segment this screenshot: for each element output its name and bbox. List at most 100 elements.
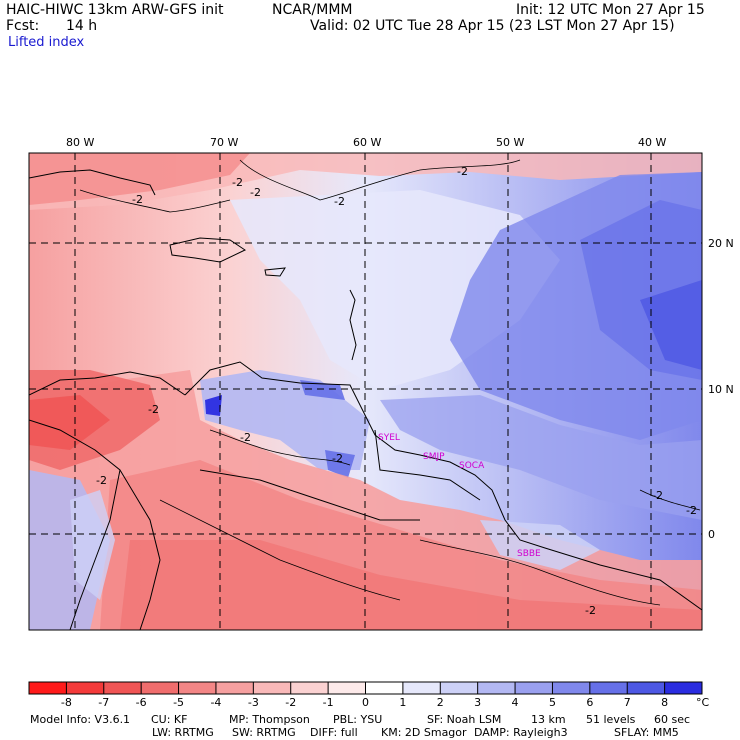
colorbar-tick-label: -8	[61, 696, 72, 709]
contour-label: -2	[652, 489, 663, 502]
contour-label: -2	[232, 176, 243, 189]
colorbar-swatch	[290, 682, 329, 694]
levels-info: 51 levels	[586, 713, 636, 726]
colorbar-tick-label: 7	[624, 696, 631, 709]
colorbar-swatch	[178, 682, 217, 694]
colorbar-swatch	[253, 682, 292, 694]
lon-label: 70 W	[210, 136, 238, 149]
colorbar-tick-label: 1	[399, 696, 406, 709]
lon-label: 60 W	[353, 136, 381, 149]
sf-info: SF: Noah LSM	[427, 713, 502, 726]
colorbar-tick-label: 0	[362, 696, 369, 709]
station-smjp: SMJP	[423, 452, 445, 462]
colorbar-swatch	[627, 682, 666, 694]
valid-time: Valid: 02 UTC Tue 28 Apr 15 (23 LST Mon …	[310, 18, 675, 34]
sw-info: SW: RRTMG	[232, 726, 296, 739]
contours	[79, 159, 701, 606]
lesser-antilles-arc	[349, 289, 357, 361]
colorbar-tick-label: 6	[586, 696, 593, 709]
colorbar-swatch	[440, 682, 479, 694]
contour-label: -2	[332, 452, 343, 465]
map-frame	[28, 152, 703, 631]
pacific-coast	[29, 419, 121, 630]
colorbar-unit: °C	[696, 696, 710, 709]
lon-label: 40 W	[638, 136, 666, 149]
colorbar-tick-label: 4	[512, 696, 519, 709]
lon-label: 80 W	[66, 136, 94, 149]
venezuela-brazil-border	[199, 469, 420, 521]
colorbar-swatch	[552, 682, 591, 694]
contour-label: -2	[686, 504, 697, 517]
lifted-index-field	[29, 153, 702, 630]
colorbar-tick-label: -3	[248, 696, 259, 709]
colorbar-tick-label: -5	[173, 696, 184, 709]
colorbar-swatch	[515, 682, 553, 694]
colorbar-tick-label: 5	[549, 696, 556, 709]
org-label: NCAR/MMM	[272, 2, 353, 18]
damp-info: DAMP: Rayleigh3	[474, 726, 568, 739]
station-markers: SYEL SMJP SOCA SBBE	[378, 433, 541, 559]
contour-line	[639, 489, 701, 511]
colorbar-swatch	[402, 682, 441, 694]
lat-label: 20 N	[708, 237, 734, 250]
colorbar-tick-label: -1	[323, 696, 334, 709]
colorbar-tick-label: -6	[136, 696, 147, 709]
colorbar-swatch	[328, 682, 366, 694]
contour-line	[209, 429, 351, 466]
colorbar-swatch	[29, 682, 67, 694]
diff-info: DIFF: full	[310, 726, 358, 739]
colorbar-swatch	[589, 682, 628, 694]
central-america-coast	[29, 371, 186, 396]
pbl-info: PBL: YSU	[333, 713, 383, 726]
colorbar-swatch	[215, 682, 254, 694]
colorbar-swatch	[365, 682, 404, 694]
init-time: Init: 12 UTC Mon 27 Apr 15	[516, 2, 705, 18]
fcst-label: Fcst:	[6, 18, 40, 34]
station-sbbe: SBBE	[517, 549, 541, 559]
station-soca: SOCA	[459, 461, 485, 471]
lat-label: 10 N	[708, 383, 734, 396]
contour-label: -2	[132, 193, 143, 206]
colorbar-swatch	[141, 682, 180, 694]
field-name: Lifted index	[8, 35, 85, 50]
lw-info: LW: RRTMG	[152, 726, 214, 739]
lat-lon-grid	[29, 153, 702, 630]
mp-info: MP: Thompson	[229, 713, 310, 726]
lat-label: 0	[708, 528, 715, 541]
km-info: KM: 2D Smagor	[381, 726, 467, 739]
contour-line	[419, 539, 661, 606]
colorbar-swatch	[103, 682, 142, 694]
cuba-coast	[29, 169, 156, 196]
contour-label: -2	[457, 165, 468, 178]
colorbar-tick-label: -7	[98, 696, 109, 709]
timestep-info: 60 sec	[654, 713, 691, 726]
colorbar-tick-label: 8	[661, 696, 668, 709]
fcst-value: 14 h	[66, 18, 98, 34]
hispaniola-coast	[169, 237, 247, 263]
colorbar-tick-label: -2	[285, 696, 296, 709]
model-info: Model Info: V3.6.1	[30, 713, 131, 726]
model-title: HAIC-HIWC 13km ARW-GFS init	[6, 2, 224, 18]
colombia-border	[119, 469, 161, 630]
colorbar-tick-label: 2	[437, 696, 444, 709]
station-syel: SYEL	[378, 433, 400, 443]
south-america-north-coast	[184, 361, 702, 611]
contour-label: -2	[96, 474, 107, 487]
contour-label: -2	[585, 604, 596, 617]
colorbar-tick-label: -4	[210, 696, 221, 709]
contour-line	[79, 189, 231, 213]
coastlines	[29, 169, 702, 630]
contour-label: -2	[148, 403, 159, 416]
colorbar: -8 -7 -6 -5 -4 -3 -2 -1 0 1 2 3 4 5 6 7 8 °C	[28, 681, 710, 709]
colorbar-tick-label: 3	[474, 696, 481, 709]
contour-label: -2	[334, 195, 345, 208]
colorbar-swatch	[66, 682, 105, 694]
puerto-rico-coast	[264, 267, 286, 277]
sflay-info: SFLAY: MM5	[614, 726, 679, 739]
contour-label: -2	[250, 186, 261, 199]
lon-label: 50 W	[496, 136, 524, 149]
colorbar-swatch	[477, 682, 516, 694]
colorbar-swatch	[664, 682, 703, 694]
resolution-info: 13 km	[531, 713, 566, 726]
